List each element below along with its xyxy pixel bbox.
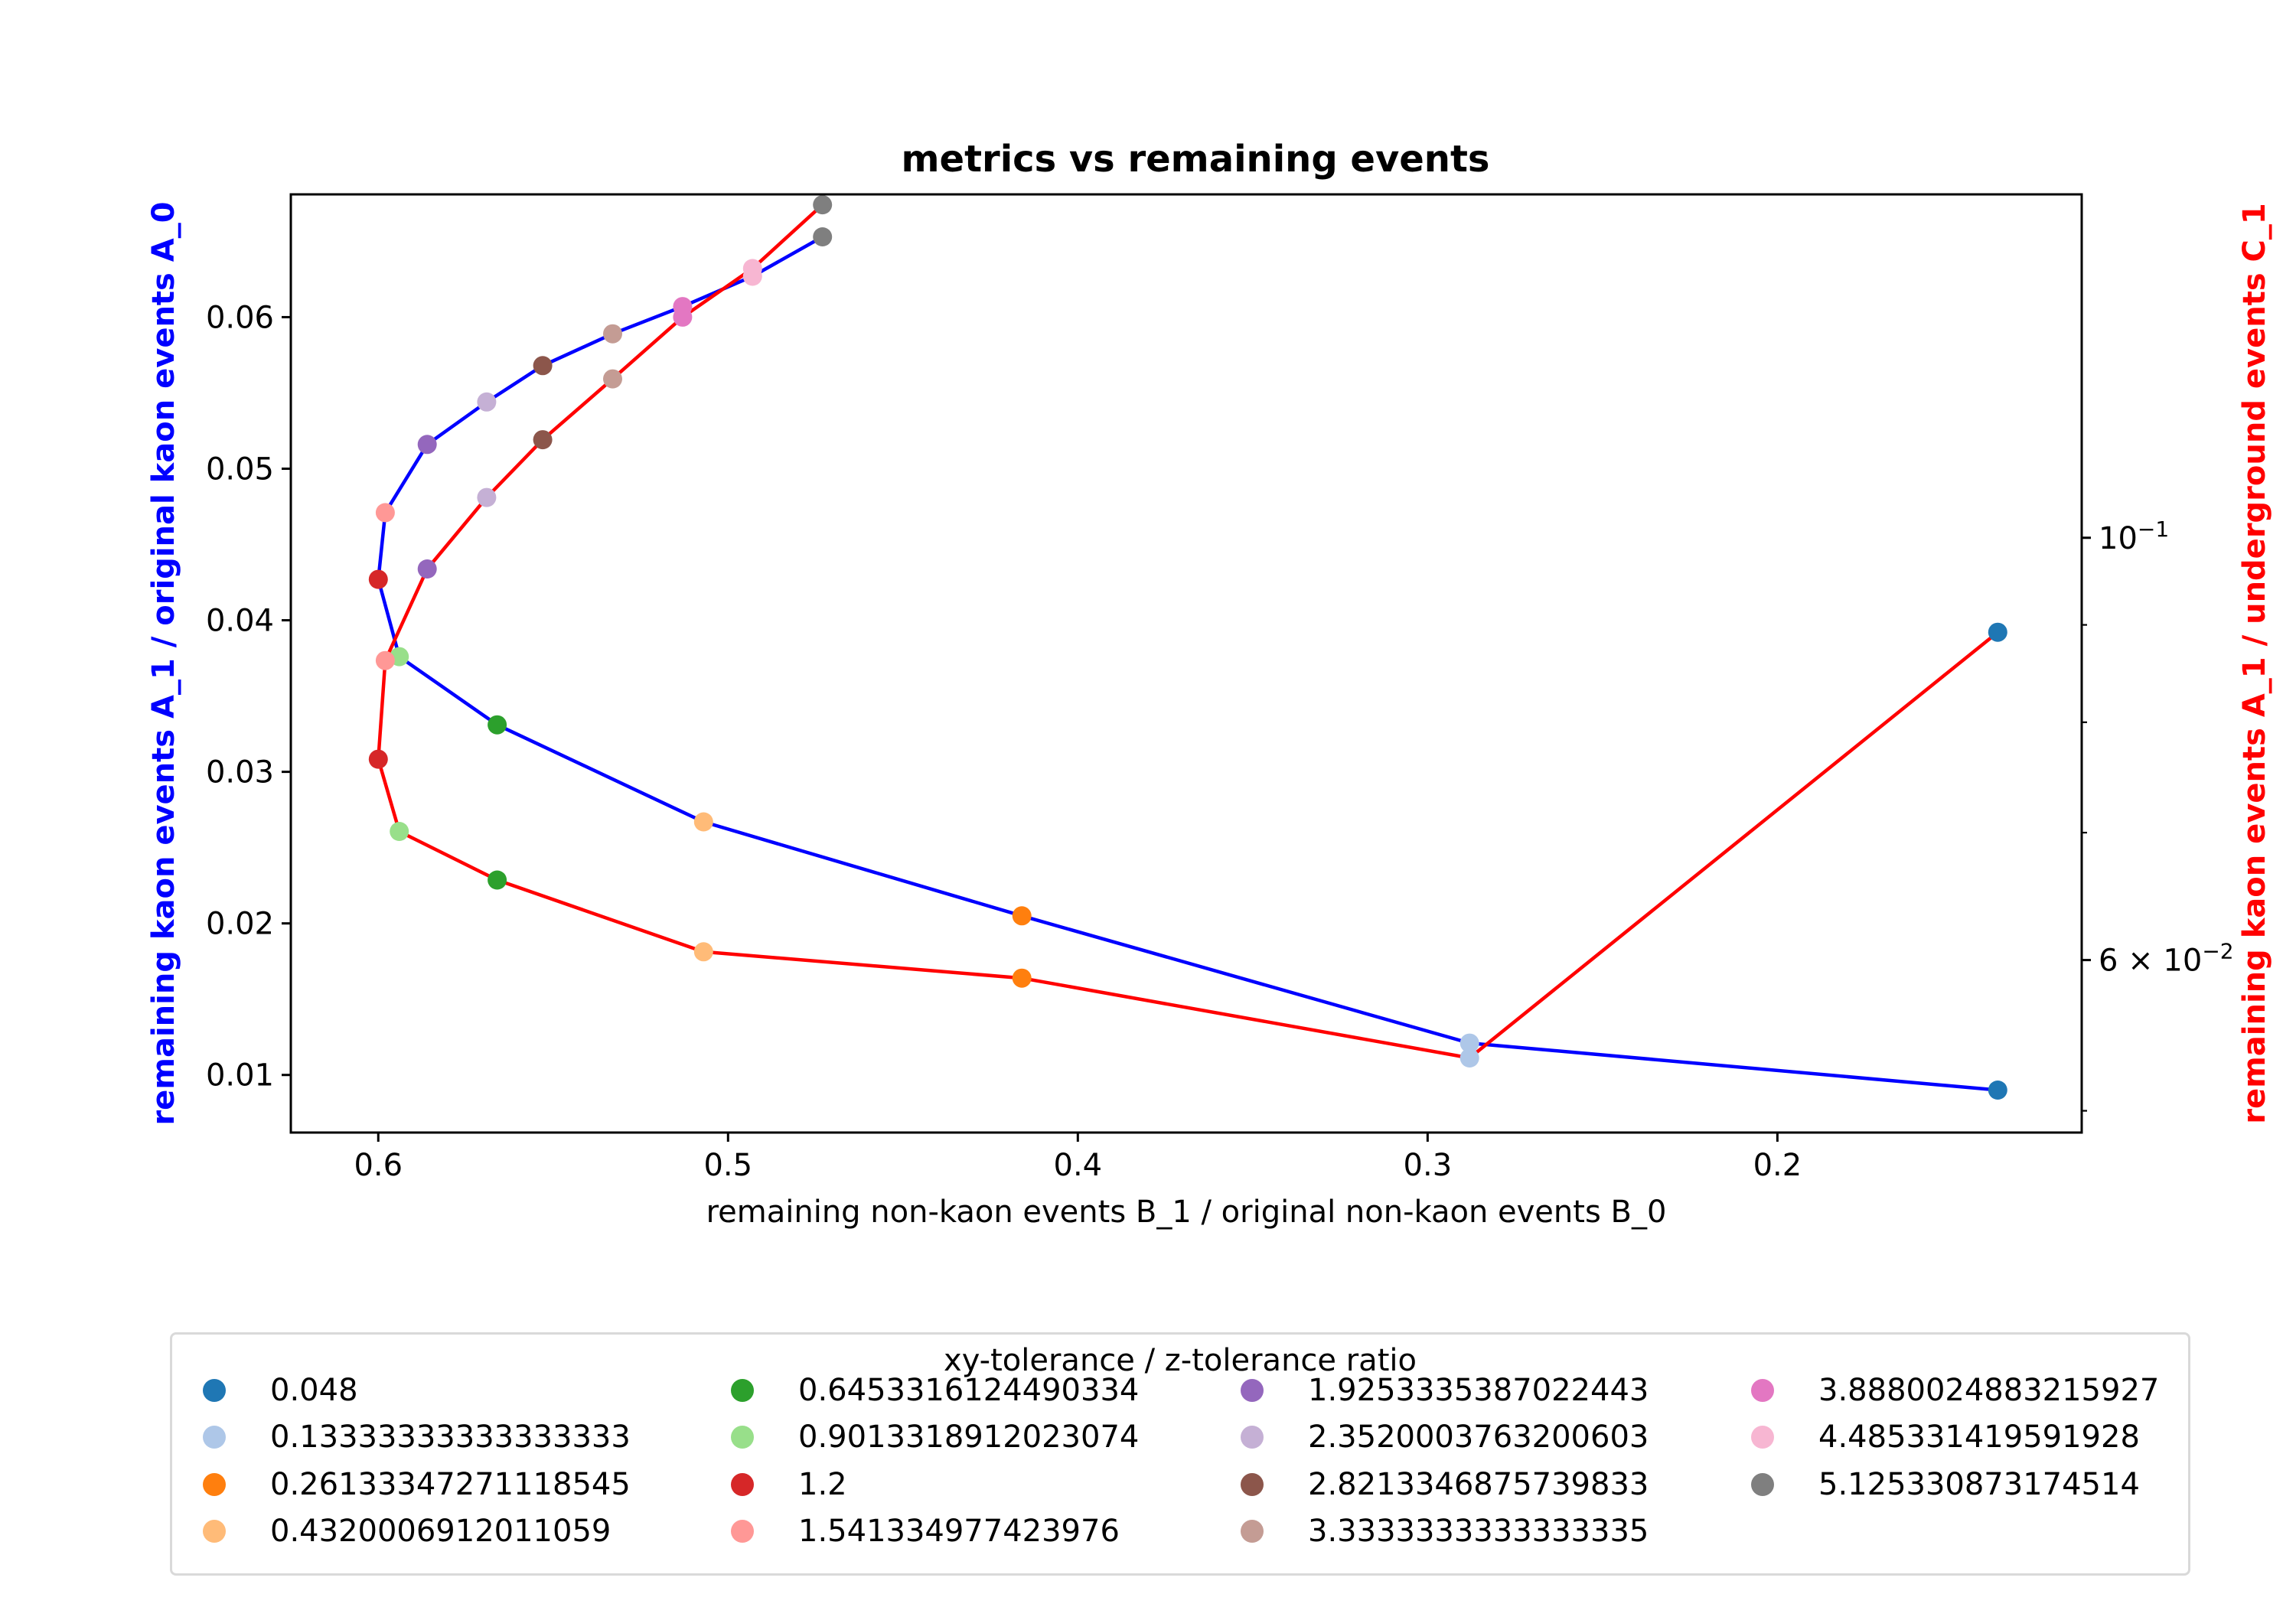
legend-item: 0.26133347271118545 [172, 1463, 631, 1506]
legend-marker [203, 1426, 226, 1449]
y-left-tick-label: 0.06 [206, 300, 274, 335]
legend-label: 0.13333333333333333 [270, 1420, 631, 1455]
legend-marker [1751, 1473, 1774, 1496]
legend-item: 1.541334977423976 [700, 1510, 1120, 1553]
y-left-tick-label: 0.03 [206, 755, 274, 790]
legend-item: 5.125330873174514 [1720, 1463, 2140, 1506]
legend-item: 0.4320006912011059 [172, 1510, 611, 1553]
data-point-right [603, 369, 622, 389]
legend-marker [1241, 1473, 1264, 1496]
legend-label: 0.6453316124490334 [798, 1373, 1140, 1408]
data-point-right [477, 487, 497, 507]
data-point-right [375, 650, 395, 670]
data-point-left [1012, 906, 1032, 926]
data-point-left [375, 503, 395, 523]
data-point-right [1459, 1048, 1479, 1068]
data-point-left [603, 324, 622, 344]
x-axis: 0.6 0.5 0.4 0.3 0.2 [354, 1133, 1802, 1183]
legend-marker [1241, 1426, 1264, 1449]
legend-label: 0.9013318912023074 [798, 1420, 1140, 1455]
legend-label: 0.4320006912011059 [270, 1514, 612, 1549]
data-point-right [673, 307, 693, 327]
legend-label: 0.26133347271118545 [270, 1467, 631, 1502]
legend-marker [203, 1379, 226, 1402]
x-tick-label: 0.4 [1054, 1148, 1103, 1183]
legend-item: 0.6453316124490334 [700, 1369, 1139, 1412]
legend-label: 1.2 [798, 1467, 847, 1502]
data-point-left [813, 227, 833, 246]
legend-item: 3.3333333333333335 [1210, 1510, 1649, 1553]
legend-item: 0.13333333333333333 [172, 1416, 631, 1459]
chart-title: metrics vs remaining events [902, 138, 1490, 181]
legend-marker [731, 1379, 754, 1402]
legend-marker [203, 1473, 226, 1496]
data-point-right [533, 430, 553, 450]
data-point-right [1012, 968, 1032, 988]
data-point-left [533, 356, 553, 376]
x-tick-label: 0.5 [703, 1148, 752, 1183]
legend-item: 2.8213346875739833 [1210, 1463, 1649, 1506]
legend-marker [1241, 1379, 1264, 1402]
legend-marker [1751, 1379, 1774, 1402]
data-point-left [1988, 1081, 2007, 1100]
legend-marker [731, 1473, 754, 1496]
y-right-tick-label: 10−1 [2099, 517, 2169, 556]
legend-label: 0.048 [270, 1373, 358, 1408]
legend-item: 4.485331419591928 [1720, 1416, 2140, 1459]
data-point-right [390, 822, 409, 841]
y-axis-right: 10−1 6 × 10−2 [2082, 517, 2234, 1112]
legend-marker [1751, 1426, 1774, 1449]
y-axis-left: 0.01 0.02 0.03 0.04 0.05 0.06 [206, 300, 291, 1094]
legend-label: 2.8213346875739833 [1308, 1467, 1649, 1502]
y-axis-label-right: remaining kaon events A_1 / underground … [2237, 203, 2272, 1124]
x-tick-label: 0.6 [354, 1148, 403, 1183]
x-tick-label: 0.2 [1753, 1148, 1802, 1183]
data-point-left [417, 435, 437, 455]
legend-marker [731, 1426, 754, 1449]
data-point-right [693, 942, 713, 962]
legend-item: 1.2 [700, 1463, 847, 1506]
y-right-tick-label: 6 × 10−2 [2099, 939, 2234, 979]
legend: xy-tolerance / z-tolerance ratio 0.048 0.… [170, 1332, 2190, 1576]
legend-item: 3.8880024883215927 [1720, 1369, 2159, 1412]
data-point-left [488, 715, 507, 735]
legend-title: xy-tolerance / z-tolerance ratio [944, 1343, 1417, 1378]
legend-label: 3.8880024883215927 [1818, 1373, 2160, 1408]
data-point-right [1988, 622, 2007, 642]
legend-label: 3.3333333333333335 [1308, 1514, 1649, 1549]
data-point-left [368, 569, 388, 589]
x-axis-label: remaining non-kaon events B_1 / original… [706, 1195, 1667, 1230]
legend-label: 5.125330873174514 [1818, 1467, 2140, 1502]
legend-label: 1.541334977423976 [798, 1514, 1120, 1549]
legend-label: 1.9253335387022443 [1308, 1373, 1649, 1408]
y-left-tick-label: 0.01 [206, 1058, 274, 1094]
legend-item: 0.9013318912023074 [700, 1416, 1139, 1459]
legend-label: 4.485331419591928 [1818, 1420, 2140, 1455]
x-tick-label: 0.3 [1404, 1148, 1453, 1183]
data-point-right [368, 749, 388, 769]
data-point-right [742, 259, 762, 279]
legend-item: 0.048 [172, 1369, 358, 1412]
legend-marker [731, 1520, 754, 1543]
legend-item: 1.9253335387022443 [1210, 1369, 1649, 1412]
plot-frame [289, 193, 2083, 1134]
y-left-tick-label: 0.05 [206, 451, 274, 487]
data-point-right [813, 195, 833, 215]
legend-label: 2.3520003763200603 [1308, 1420, 1649, 1455]
y-left-tick-label: 0.04 [206, 604, 274, 639]
marker-layer [368, 195, 2007, 1100]
data-point-left [693, 812, 713, 832]
data-point-right [488, 870, 507, 890]
legend-item: 2.3520003763200603 [1210, 1416, 1649, 1459]
series-line-left [377, 235, 1998, 1092]
legend-marker [203, 1520, 226, 1543]
legend-marker [1241, 1520, 1264, 1543]
y-left-tick-label: 0.02 [206, 907, 274, 942]
data-point-left [1459, 1033, 1479, 1053]
data-point-right [417, 559, 437, 579]
data-point-left [477, 392, 497, 412]
y-axis-label-left: remaining kaon events A_1 / original kao… [146, 201, 181, 1125]
